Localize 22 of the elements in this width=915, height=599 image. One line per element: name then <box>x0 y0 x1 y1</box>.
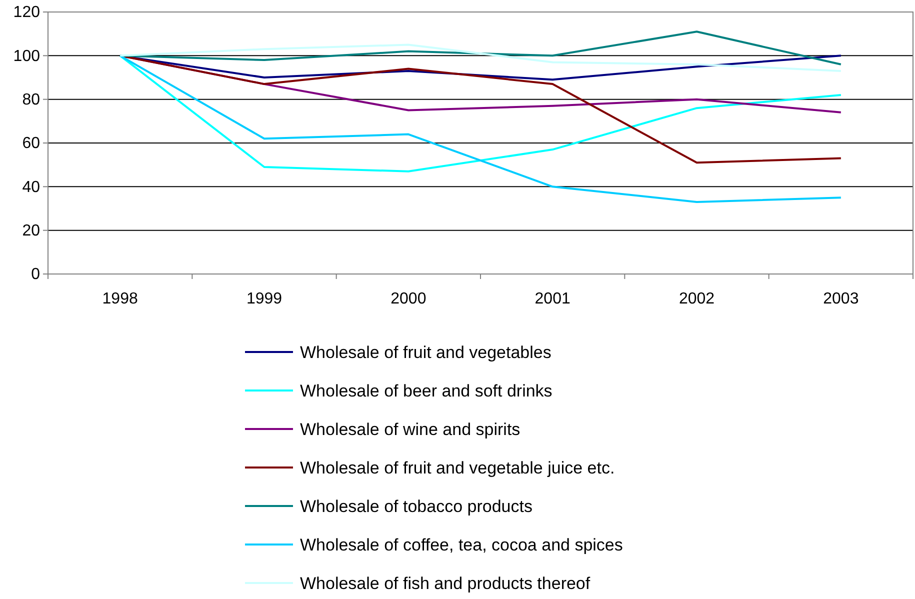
y-tick-label: 80 <box>22 91 40 108</box>
x-tick-label: 1999 <box>246 290 282 308</box>
legend-label: Wholesale of coffee, tea, cocoa and spices <box>300 536 623 554</box>
y-tick-label: 120 <box>13 4 40 22</box>
legend-label: Wholesale of beer and soft drinks <box>300 382 552 400</box>
y-tick-label: 100 <box>13 48 40 65</box>
line-series <box>119 44 842 72</box>
legend-label: Wholesale of fish and products thereof <box>300 574 590 593</box>
y-tick-label: 60 <box>22 135 40 152</box>
legend-label: Wholesale of tobacco products <box>300 497 532 516</box>
legend-label: Wholesale of fruit and vegetable juice etc. <box>300 458 615 478</box>
x-tick-label: 2003 <box>823 290 859 308</box>
x-tick-label: 2000 <box>390 290 426 308</box>
x-tick-label: 2001 <box>534 290 570 308</box>
x-tick-label: 2002 <box>678 290 715 308</box>
legend-label: Wholesale of wine and spirits <box>300 420 520 439</box>
legend-label: Wholesale of fruit and vegetables <box>300 343 552 362</box>
y-tick-label: 20 <box>22 222 40 240</box>
line-series <box>119 54 842 203</box>
y-tick-label: 0 <box>31 266 40 284</box>
x-tick-label: 1998 <box>102 290 138 308</box>
y-tick-label: 40 <box>22 178 40 196</box>
